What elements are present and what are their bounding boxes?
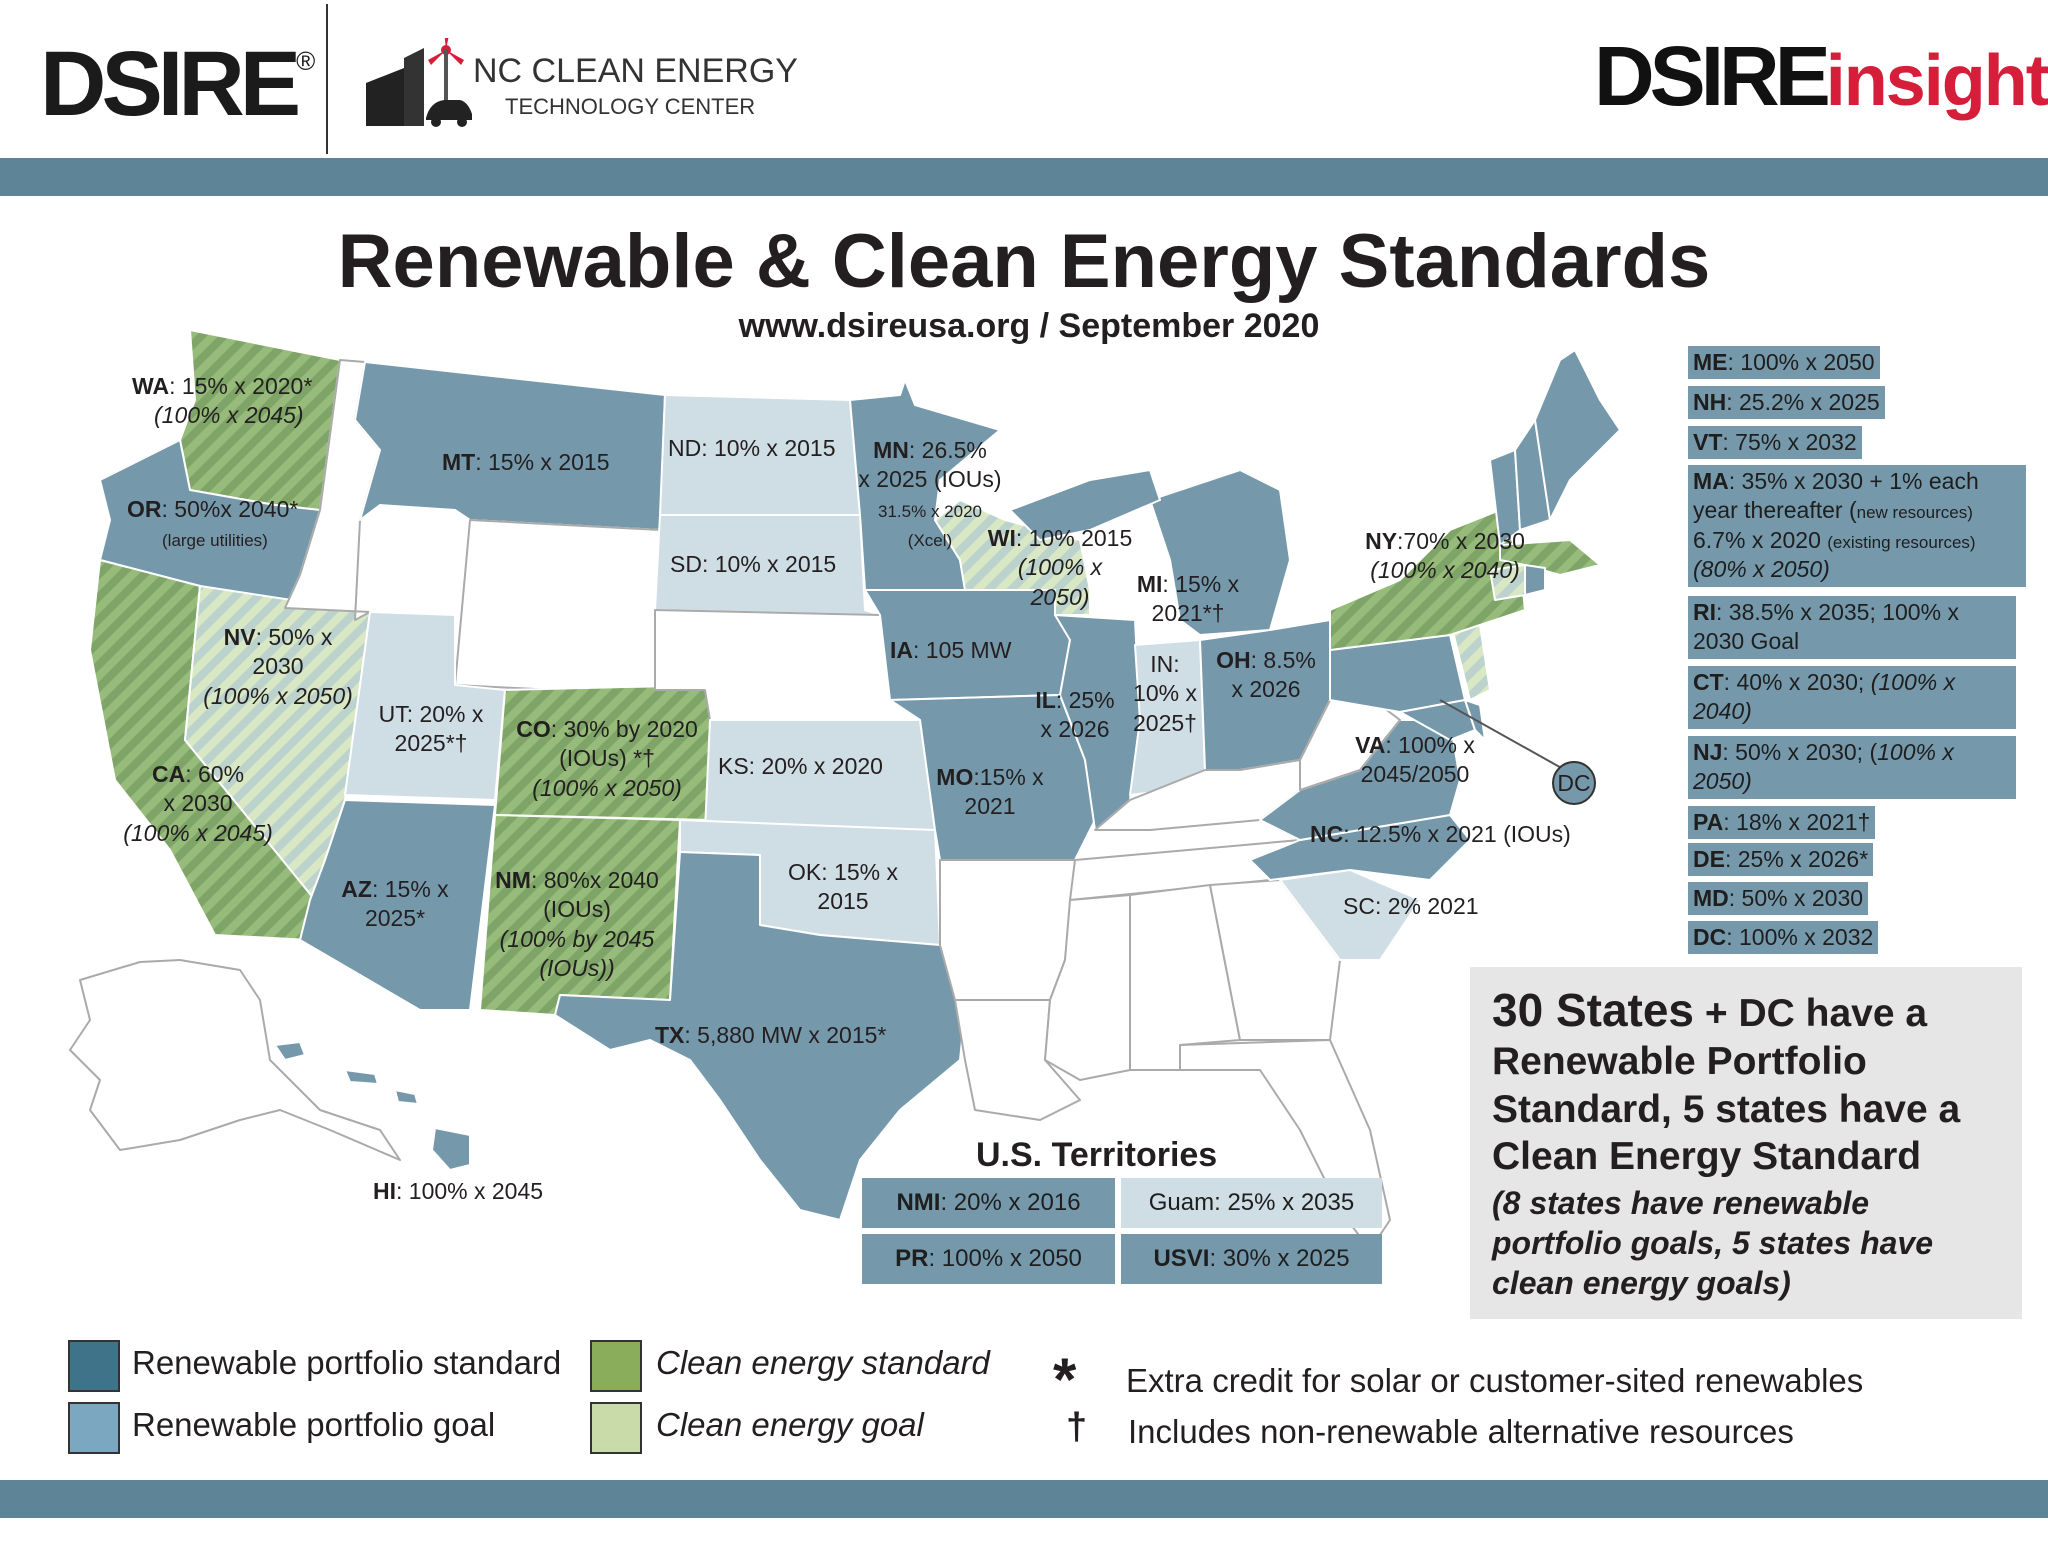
state-ri xyxy=(1524,564,1546,596)
label-tx: TX: 5,880 MW x 2015* xyxy=(655,1022,887,1048)
summary-text: 30 States + DC have a Renewable Portfolio… xyxy=(1492,984,1961,1179)
territories-title: U.S. Territories xyxy=(976,1136,1218,1174)
sidebar-dc: DC: 100% x 2032 xyxy=(1688,921,1879,955)
label-mn: MN: 26.5% x 2025 (IOUs) 31.5% x 2020 (Xcel) xyxy=(858,437,1002,551)
legend-swatch-ces-standard xyxy=(590,1340,642,1392)
summary-note: (8 states have renewable portfolio goals,… xyxy=(1492,1185,1933,1301)
state-hi-1 xyxy=(274,1041,306,1061)
label-sc: SC: 2% 2021 xyxy=(1343,893,1479,919)
state-mi-up xyxy=(1009,469,1161,541)
nc-technology-center: TECHNOLOGY CENTER xyxy=(505,94,756,119)
sidebar-ma: MA: 35% x 2030 + 1% each year thereafter … xyxy=(1688,465,2026,587)
legend-swatch-rps-goal xyxy=(68,1402,120,1454)
territory-guam: Guam: 25% x 2035 xyxy=(1121,1178,1382,1228)
label-in: IN: 10% x 2025† xyxy=(1133,651,1197,736)
legend-rps-goal: Renewable portfolio goal xyxy=(132,1406,496,1443)
state-mt xyxy=(354,361,666,531)
territory-pr: PR: 100% x 2050 xyxy=(862,1234,1115,1284)
label-sd: SD: 10% x 2015 xyxy=(670,551,837,577)
state-ar xyxy=(939,859,1076,1001)
summary-box xyxy=(1470,967,2022,1319)
sidebar-ri: RI: 38.5% x 2035; 100% x 2030 Goal xyxy=(1688,596,2016,659)
dsire-logo: DSIRE® xyxy=(40,38,315,130)
sidebar-ct: CT: 40% x 2030; (100% x 2040) xyxy=(1688,666,2016,729)
dsire-logo-text: DSIRE xyxy=(40,33,301,135)
label-wi: WI: 10% 2015 (100% x 2050) xyxy=(987,525,1133,610)
sidebar-vt: VT: 75% x 2032 xyxy=(1688,426,1862,460)
label-or: OR: 50%x 2040* (large utilities) xyxy=(127,496,299,551)
legend-ces-standard: Clean energy standard xyxy=(656,1344,990,1381)
label-il: IL: 25% x 2026 xyxy=(1035,687,1115,743)
legend-dagger-text: Includes non-renewable alternative resou… xyxy=(1128,1413,1794,1450)
label-oh: OH: 8.5% x 2026 xyxy=(1216,647,1316,703)
label-nm: NM: 80%x 2040 (IOUs) (100% by 2045 (IOUs)) xyxy=(495,867,659,982)
label-ok: OK: 15% x 2015 xyxy=(788,859,898,915)
label-ia: IA: 105 MW xyxy=(890,637,1012,663)
label-mt: MT: 15% x 2015 xyxy=(442,449,610,475)
logo-divider xyxy=(326,4,328,154)
registered-mark: ® xyxy=(296,46,316,76)
insight-logo-insight: insight xyxy=(1825,41,2048,121)
nc-clean-energy-logo-icon xyxy=(366,38,472,127)
label-wa: WA: 15% x 2020* (100% x 2045) xyxy=(132,373,313,429)
legend-asterisk-text: Extra credit for solar or customer-sited… xyxy=(1126,1362,1864,1399)
label-va: VA: 100% x 2045/2050 xyxy=(1355,732,1475,788)
page-title: Renewable & Clean Energy Standards xyxy=(337,219,1711,304)
legend-ces-goal: Clean energy goal xyxy=(656,1406,924,1443)
dsire-insight-logo: DSIREinsight xyxy=(1594,34,2048,118)
label-ca: CA: 60% x 2030 (100% x 2045) xyxy=(123,761,273,846)
state-hi-4 xyxy=(431,1127,471,1171)
nc-clean-energy-name: NC CLEAN ENERGY xyxy=(473,52,798,90)
state-az xyxy=(299,799,496,1011)
label-co: CO: 30% by 2020 (IOUs) *† (100% x 2050) xyxy=(516,716,698,801)
state-ak xyxy=(69,959,401,1161)
state-tx xyxy=(554,851,966,1221)
legend-swatch-ces-goal xyxy=(590,1402,642,1454)
sidebar-de: DE: 25% x 2026* xyxy=(1688,843,1874,877)
label-hi: HI: 100% x 2045 xyxy=(373,1178,544,1204)
territory-nmi: NMI: 20% x 2016 xyxy=(862,1178,1115,1228)
legend-dagger-symbol: † xyxy=(1066,1406,1088,1448)
label-ks: KS: 20% x 2020 xyxy=(718,753,883,779)
insight-logo-dsire: DSIRE xyxy=(1594,29,1831,123)
legend-asterisk-symbol: * xyxy=(1053,1346,1077,1413)
page-subtitle: www.dsireusa.org / September 2020 xyxy=(738,307,1320,345)
state-me xyxy=(1534,349,1621,521)
top-band xyxy=(0,158,2048,196)
sidebar-md: MD: 50% x 2030 xyxy=(1688,882,1869,916)
state-hi-2 xyxy=(344,1069,379,1085)
state-hi-3 xyxy=(394,1089,419,1105)
legend-rps-standard: Renewable portfolio standard xyxy=(132,1344,562,1381)
label-ny: NY:70% x 2030 (100% x 2040) xyxy=(1365,528,1525,584)
dc-marker-circle xyxy=(1552,761,1596,805)
sidebar-nh: NH: 25.2% x 2025 xyxy=(1688,386,1885,420)
label-nv: NV: 50% x 2030 (100% x 2050) xyxy=(203,624,353,709)
label-ut: UT: 20% x 2025*† xyxy=(378,701,484,757)
label-mo: MO:15% x 2021 xyxy=(936,764,1044,820)
sidebar-nj: NJ: 50% x 2030; (100% x 2050) xyxy=(1688,736,2016,799)
state-ma xyxy=(1499,539,1601,576)
label-dc-marker: DC xyxy=(1557,770,1591,796)
label-az: AZ: 15% x 2025* xyxy=(341,876,449,932)
legend-swatch-rps-standard xyxy=(68,1340,120,1392)
bottom-band xyxy=(0,1480,2048,1518)
state-sd xyxy=(654,514,881,616)
state-ga xyxy=(1209,879,1341,1041)
territory-usvi: USVI: 30% x 2025 xyxy=(1121,1234,1382,1284)
state-wy xyxy=(454,519,661,696)
state-mn xyxy=(849,379,1001,591)
label-nc: NC: 12.5% x 2021 (IOUs) xyxy=(1310,821,1571,847)
sidebar-me: ME: 100% x 2050 xyxy=(1688,346,1880,380)
label-mi: MI: 15% x 2021*† xyxy=(1136,571,1240,627)
dc-leader-line xyxy=(1439,699,1566,771)
sidebar-pa: PA: 18% x 2021† xyxy=(1688,806,1876,840)
label-nd: ND: 10% x 2015 xyxy=(668,435,836,461)
